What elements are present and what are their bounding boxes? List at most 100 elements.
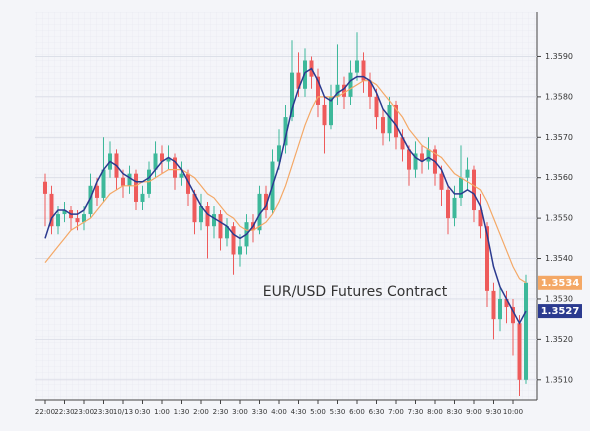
y-tick-label: 1.3520 — [545, 335, 573, 344]
candle-body — [524, 282, 528, 380]
price-tag-label: 1.3527 — [541, 306, 580, 317]
price-tag — [538, 304, 582, 319]
candle-body — [452, 197, 457, 219]
y-tick-label: 1.3510 — [545, 375, 573, 384]
x-tick-label: 22:00 — [35, 408, 55, 416]
x-tick-label: 22:30 — [54, 408, 74, 416]
candle-body — [179, 173, 184, 178]
moving-average — [44, 80, 527, 284]
candle-body — [238, 246, 242, 255]
y-tick-label: 1.3570 — [545, 133, 573, 142]
candle-body — [49, 193, 54, 227]
x-tick-label: 9:00 — [466, 408, 482, 416]
candle-body — [407, 149, 411, 170]
candle-body — [316, 76, 320, 105]
candle-body — [277, 145, 281, 162]
x-tick-label: 7:00 — [388, 408, 404, 416]
candle-body — [465, 169, 470, 178]
candle-body — [140, 193, 145, 202]
x-tick-label: 9:30 — [486, 408, 502, 416]
candle-body — [56, 214, 60, 227]
y-tick-label: 1.3550 — [545, 214, 573, 223]
plot-area — [35, 12, 537, 400]
candle-body — [511, 307, 515, 324]
candle-body — [101, 169, 106, 198]
x-tick-label: 0:30 — [135, 408, 151, 416]
candle-body — [75, 218, 80, 223]
candle-body — [368, 80, 372, 97]
candle-body — [335, 84, 340, 97]
candle-body — [504, 298, 509, 308]
candle-body — [478, 210, 483, 227]
y-tick-label: 1.3580 — [545, 92, 573, 101]
candle-body — [296, 72, 301, 89]
candle-body — [426, 149, 431, 162]
x-tick-label: 1:00 — [154, 408, 170, 416]
candle-body — [153, 153, 158, 170]
x-tick-label: 8:00 — [427, 408, 443, 416]
candle-body — [348, 72, 353, 97]
candle-body — [283, 117, 288, 146]
candle-body — [43, 181, 47, 194]
candle-body — [62, 210, 67, 215]
x-tick-label: 1:30 — [174, 408, 190, 416]
candle-body — [329, 96, 333, 126]
candle-body — [381, 117, 385, 134]
candle-body — [88, 185, 93, 215]
candle-body — [205, 206, 210, 227]
y-tick-label: 1.3530 — [545, 294, 573, 303]
y-tick-label: 1.3590 — [545, 52, 573, 61]
x-tick-label: 3:00 — [232, 408, 248, 416]
x-tick-label: 23:00 — [74, 408, 94, 416]
candle-body — [400, 137, 405, 150]
x-tick-label: 4:00 — [271, 408, 287, 416]
x-tick-label: 5:30 — [330, 408, 346, 416]
candle-body — [303, 60, 307, 89]
price-tag-label: 1.3534 — [541, 278, 580, 289]
candle-body — [387, 104, 392, 134]
candle-body — [134, 173, 138, 202]
candle-body — [322, 104, 327, 126]
candle-body — [439, 173, 444, 190]
candle-body — [199, 206, 203, 223]
x-tick-label: 23:30 — [93, 408, 113, 416]
candle-body — [498, 298, 502, 320]
candle-body — [257, 193, 262, 231]
candle-body — [459, 177, 463, 198]
candle-body — [212, 214, 216, 227]
x-tick-label: 8:30 — [447, 408, 463, 416]
candle-body — [173, 157, 177, 178]
candle-body — [485, 226, 489, 291]
candle-body — [218, 214, 223, 239]
candle-body — [374, 96, 379, 118]
candle-body — [491, 290, 496, 320]
moving-average — [44, 67, 527, 325]
candle-body — [160, 153, 164, 162]
candle-body — [361, 60, 366, 81]
candle-body — [342, 84, 346, 97]
x-tick-label: 2:30 — [213, 408, 229, 416]
candle-body — [264, 193, 268, 211]
candle-body — [420, 153, 424, 162]
x-tick-label: 10/13 — [113, 408, 133, 416]
candle-body — [413, 153, 418, 170]
x-tick-label: 5:00 — [310, 408, 326, 416]
candle-body — [225, 226, 229, 239]
annotation: EUR/USD Futures Contract — [263, 284, 448, 300]
candle-body — [472, 169, 476, 211]
x-tick-label: 7:30 — [408, 408, 424, 416]
x-tick-label: 10:00 — [503, 408, 523, 416]
price-tag — [538, 275, 582, 290]
x-tick-label: 4:30 — [291, 408, 307, 416]
x-tick-label: 3:30 — [252, 408, 268, 416]
candle-body — [82, 214, 86, 223]
candle-body — [394, 104, 398, 138]
x-tick-label: 2:00 — [193, 408, 209, 416]
candle-body — [127, 173, 132, 186]
candle-body — [290, 72, 294, 118]
candle-body — [355, 60, 359, 73]
x-tick-label: 6:30 — [369, 408, 385, 416]
x-tick-label: 6:00 — [349, 408, 365, 416]
candle-body — [446, 189, 450, 219]
